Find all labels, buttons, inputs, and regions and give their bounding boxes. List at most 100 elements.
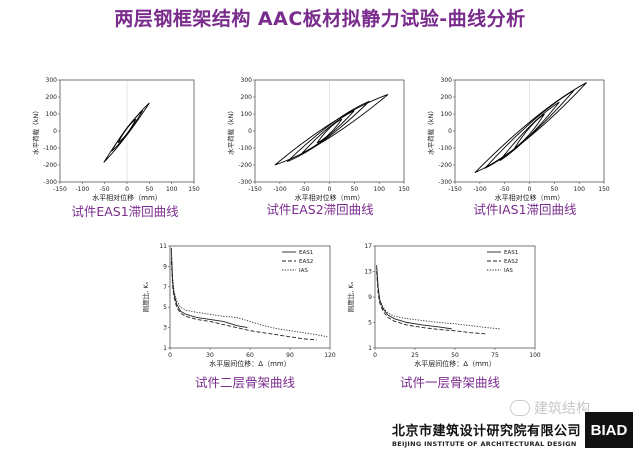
y-tick-label: 5 [163,304,167,311]
y-tick-label: 200 [441,94,453,101]
series-line-eas2 [170,261,317,341]
x-tick-label: 0 [528,186,532,193]
y-tick-label: 11 [159,243,167,250]
hysteresis-chart-eas2: -150 -100 -50 0 50 100 150 -300 -200 -100 0 100 200 3… [226,77,410,202]
y-tick-label: -300 [438,179,452,186]
x-tick-label: 100 [573,186,585,193]
series-line-eas2 [376,271,488,335]
x-tick-label: 50 [551,186,559,193]
x-tick-label: -100 [473,186,487,193]
hysteresis-loop [274,94,389,166]
y-tick-label: -200 [438,162,452,169]
x-tick-label: 150 [598,186,610,193]
legend-label: EAS2 [504,259,518,265]
skeleton-chart-floor2: 0 30 60 90 120 1 3 5 7 9 11 水平层间位移：Δ（mm） 刚度比, Kₙ EAS1… [141,243,336,368]
y-tick-label: 300 [441,77,453,84]
x-tick-label: 120 [324,352,336,359]
series-line-eas1 [170,248,248,329]
y-tick-label: 9 [163,263,167,270]
x-tick-label: 150 [188,186,200,193]
company-name-en: BEIJING INSTITUTE OF ARCHITECTURAL DESIG… [392,440,577,448]
x-tick-label: 100 [529,352,541,359]
x-tick-label: 30 [206,352,214,359]
hysteresis-loop [514,113,545,149]
y-tick-label: 17 [364,243,372,250]
x-tick-label: -50 [100,186,110,193]
y-tick-label: -200 [43,162,57,169]
caption-floor2: 试件二层骨架曲线 [194,375,295,390]
watermark: 建筑结构 [510,398,590,418]
x-tick-label: 25 [411,352,419,359]
x-tick-label: 90 [286,352,294,359]
x-tick-label: 100 [166,186,178,193]
x-tick-label: -150 [248,186,262,193]
hysteresis-loop [103,102,150,163]
biad-logo: BIAD [585,412,633,448]
y-tick-label: 200 [46,94,58,101]
x-tick-label: 50 [451,352,459,359]
x-axis-label: 水平层间位移：Δ（mm） [209,359,290,368]
legend-label: IAS [299,268,308,274]
caption-floor1: 试件一层骨架曲线 [399,375,500,390]
footer: 北京市建筑设计研究院有限公司 BEIJING INSTITUTE OF ARCH… [392,420,582,448]
y-tick-label: 7 [163,284,167,291]
x-axis-label: 水平相对位移（mm） [495,193,565,202]
x-tick-label: -50 [300,186,310,193]
x-tick-label: -50 [500,186,510,193]
watermark-text: 建筑结构 [534,401,590,417]
y-axis-label: 水平荷载（kN） [31,107,40,155]
y-tick-label: 1 [163,345,167,352]
y-tick-label: 200 [241,94,253,101]
y-axis-label: 水平荷载（kN） [226,107,235,155]
legend-label: EAS1 [504,250,518,256]
page-title: 两层钢框架结构 AAC板材拟静力试验-曲线分析 [114,8,526,30]
hysteresis-loop [499,101,560,162]
hysteresis-loop [286,100,370,163]
x-tick-label: 50 [351,186,359,193]
y-tick-label: -300 [238,179,252,186]
y-tick-label: 9 [368,294,372,301]
x-tick-label: 0 [168,352,172,359]
chat-icon [510,400,530,416]
x-axis-label: 水平相对位移（mm） [92,193,162,202]
x-tick-label: 0 [328,186,332,193]
y-tick-label: 0 [53,128,57,135]
y-tick-label: -200 [238,162,252,169]
x-tick-label: 100 [373,186,385,193]
x-axis-label: 水平相对位移（mm） [295,193,365,202]
y-tick-label: 0 [248,128,252,135]
x-tick-label: 50 [146,186,154,193]
x-tick-label: 0 [125,186,129,193]
series-line-ias [376,268,500,330]
y-tick-label: -300 [43,179,57,186]
series-line-ias [170,258,328,338]
caption-ias1: 试件IAS1滞回曲线 [473,202,577,217]
series-line-eas1 [376,265,452,330]
caption-eas2: 试件EAS2滞回曲线 [266,202,374,217]
y-tick-label: -100 [238,145,252,152]
x-axis-label: 水平层间位移：Δ（mm） [414,359,495,368]
x-tick-label: 60 [246,352,254,359]
y-tick-label: 100 [441,111,453,118]
y-tick-label: -100 [438,145,452,152]
y-tick-label: 0 [448,128,452,135]
x-tick-label: -150 [448,186,462,193]
y-tick-label: 13 [364,269,372,276]
hysteresis-chart-ias1: -150 -100 -50 0 50 100 150 -300 -200 -100 0 100 200 3… [426,77,610,202]
x-tick-label: -100 [273,186,287,193]
x-tick-label: 0 [373,352,377,359]
y-tick-label: 3 [163,325,167,332]
y-tick-label: 300 [241,77,253,84]
y-axis-label: 刚度比, Kₙ [141,281,150,312]
y-tick-label: 100 [241,111,253,118]
y-tick-label: 300 [46,77,58,84]
x-tick-label: 75 [491,352,499,359]
hysteresis-chart-eas1: -150 -100 -50 0 50 100 150 -300 -200 -100 0 100 200 3… [31,77,200,202]
legend-label: EAS1 [299,250,313,256]
x-tick-label: -150 [53,186,67,193]
hysteresis-loop [474,82,587,174]
caption-eas1: 试件EAS1滞回曲线 [71,204,179,219]
y-tick-label: 5 [368,320,372,327]
skeleton-chart-floor1: 0 25 50 75 100 1 5 9 13 17 水平层间位移：Δ（mm） 刚度比, Kₙ EAS1… [346,243,541,368]
y-tick-label: 1 [368,345,372,352]
